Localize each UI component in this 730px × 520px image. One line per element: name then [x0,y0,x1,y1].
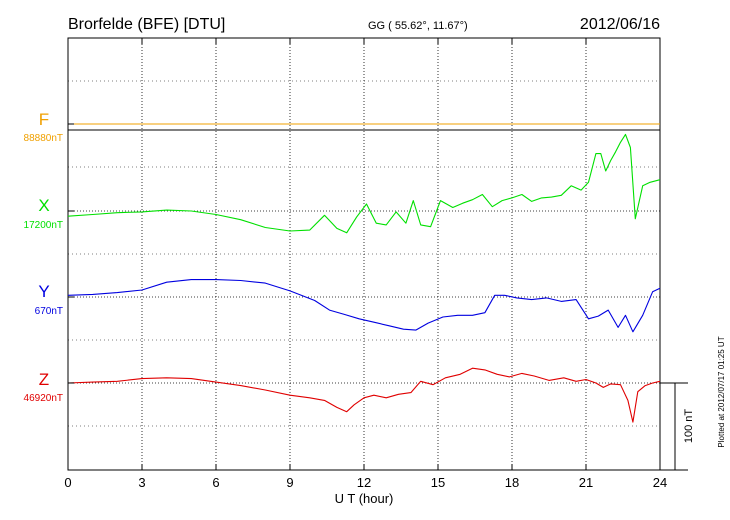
series-baseline-y: 670nT [35,306,63,317]
series-group [67,123,661,423]
scale-bar: 100 nT [660,382,695,471]
series-name-x: X [38,196,49,215]
station-title: Brorfelde (BFE) [DTU] [68,16,225,33]
series-name-f: F [39,110,49,129]
series-line-z [67,367,661,423]
x-tick-label: 18 [505,475,519,490]
series-line-y [67,279,661,333]
station-coordinates: GG ( 55.62°, 11.67°) [368,20,468,32]
series-line-x [67,133,661,234]
grid [68,38,660,470]
x-tick-label: 21 [579,475,593,490]
plotted-timestamp: Plotted at 2012/07/17 01:25 UT [717,336,726,447]
x-tick-label: 0 [64,475,71,490]
series-name-z: Z [39,370,49,389]
x-tick-label: 15 [431,475,445,490]
series-baseline-z: 46920nT [24,393,63,404]
series-name-y: Y [38,282,49,301]
x-tick-label: 3 [138,475,145,490]
x-axis-label: U T (hour) [335,491,394,506]
x-tick-label: 12 [357,475,371,490]
series-baseline-x: 17200nT [24,220,63,231]
x-tick-label: 24 [653,475,667,490]
plot-date: 2012/06/16 [580,16,660,33]
x-tick-label: 9 [286,475,293,490]
x-axis-ticks: 0 3 6 9 12 15 18 21 24 [64,38,667,490]
series-labels: F 88880nT X 17200nT Y 670nT Z 46920nT [24,110,63,404]
x-tick-label: 6 [212,475,219,490]
series-baseline-f: 88880nT [24,133,63,144]
scale-bar-label: 100 nT [683,409,695,444]
